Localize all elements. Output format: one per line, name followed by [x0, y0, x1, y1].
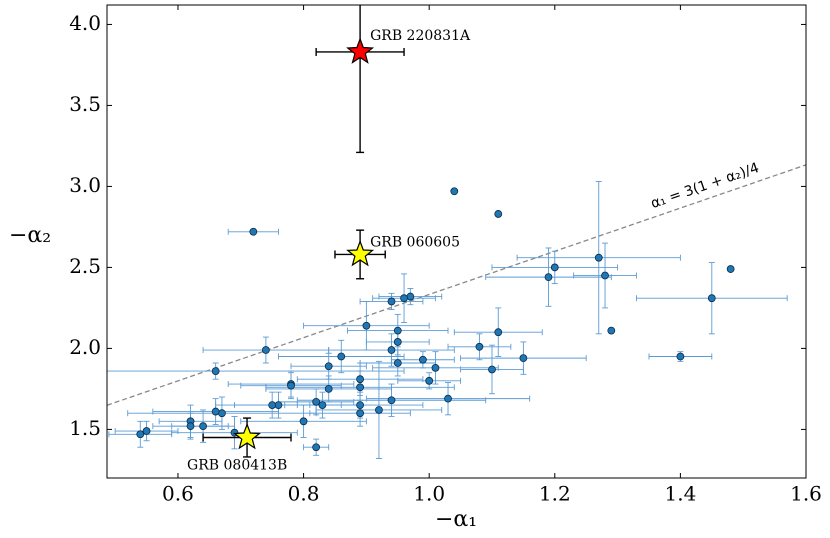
- point: [362, 321, 371, 330]
- y-axis-label: −α₂: [9, 223, 51, 248]
- point: [393, 338, 402, 346]
- x-tick-label: 1.2: [539, 482, 571, 506]
- plot-frame: [106, 4, 807, 479]
- point: [318, 401, 327, 410]
- point: [287, 381, 295, 390]
- highlight-label: GRB 060605: [370, 234, 460, 250]
- point: [494, 328, 503, 337]
- point: [261, 346, 270, 354]
- point: [324, 362, 333, 371]
- point: [211, 407, 220, 416]
- point: [393, 326, 402, 335]
- x-axis-label: −α₁: [435, 507, 477, 532]
- point: [594, 253, 603, 262]
- point: [431, 363, 440, 372]
- y-tick-label: 2.5: [69, 254, 101, 278]
- highlight-star: [346, 239, 375, 267]
- point: [444, 394, 452, 403]
- point: [186, 422, 195, 431]
- highlight-star: [233, 422, 262, 450]
- point: [199, 422, 207, 431]
- point: [249, 227, 258, 236]
- point: [375, 406, 383, 414]
- point: [393, 359, 402, 367]
- point: [299, 417, 308, 426]
- point: [400, 294, 408, 303]
- point: [324, 385, 333, 393]
- point: [419, 355, 427, 364]
- x-tick-label: 0.6: [162, 482, 194, 506]
- y-tick-label: 3.5: [69, 92, 101, 116]
- point: [676, 352, 685, 361]
- point: [550, 263, 559, 272]
- point: [218, 409, 226, 418]
- point: [425, 376, 434, 385]
- x-tick-label: 1.4: [664, 482, 696, 506]
- point: [268, 401, 277, 410]
- point: [475, 342, 484, 351]
- point: [387, 396, 396, 405]
- y-tick-label: 3.0: [69, 173, 101, 197]
- point: [356, 375, 364, 384]
- point: [707, 294, 716, 303]
- point: [406, 292, 415, 301]
- point: [387, 346, 396, 354]
- highlight-star: [346, 37, 375, 64]
- plot-area: [107, 5, 806, 460]
- reference-line: [107, 164, 806, 406]
- point: [519, 354, 528, 363]
- x-tick-label: 1.6: [790, 482, 822, 506]
- point: [337, 352, 346, 361]
- point: [450, 187, 459, 196]
- highlight-label: GRB 080413B: [187, 458, 287, 474]
- point: [601, 271, 609, 280]
- y-tick-label: 2.0: [69, 335, 101, 359]
- point: [488, 365, 496, 374]
- point: [607, 326, 616, 335]
- point: [312, 443, 321, 452]
- point: [136, 430, 145, 439]
- point: [544, 273, 553, 282]
- point: [387, 297, 396, 306]
- point: [356, 401, 364, 410]
- highlight-label: GRB 220831A: [370, 28, 471, 44]
- point: [211, 367, 220, 375]
- point: [312, 397, 321, 406]
- point: [494, 210, 503, 218]
- point: [142, 427, 151, 435]
- point: [356, 409, 364, 418]
- point: [726, 265, 735, 273]
- x-tick-label: 0.8: [288, 482, 320, 506]
- point: [356, 383, 364, 392]
- x-tick-label: 1.0: [413, 482, 445, 506]
- y-tick-label: 4.0: [69, 11, 101, 35]
- y-tick-label: 1.5: [69, 416, 101, 440]
